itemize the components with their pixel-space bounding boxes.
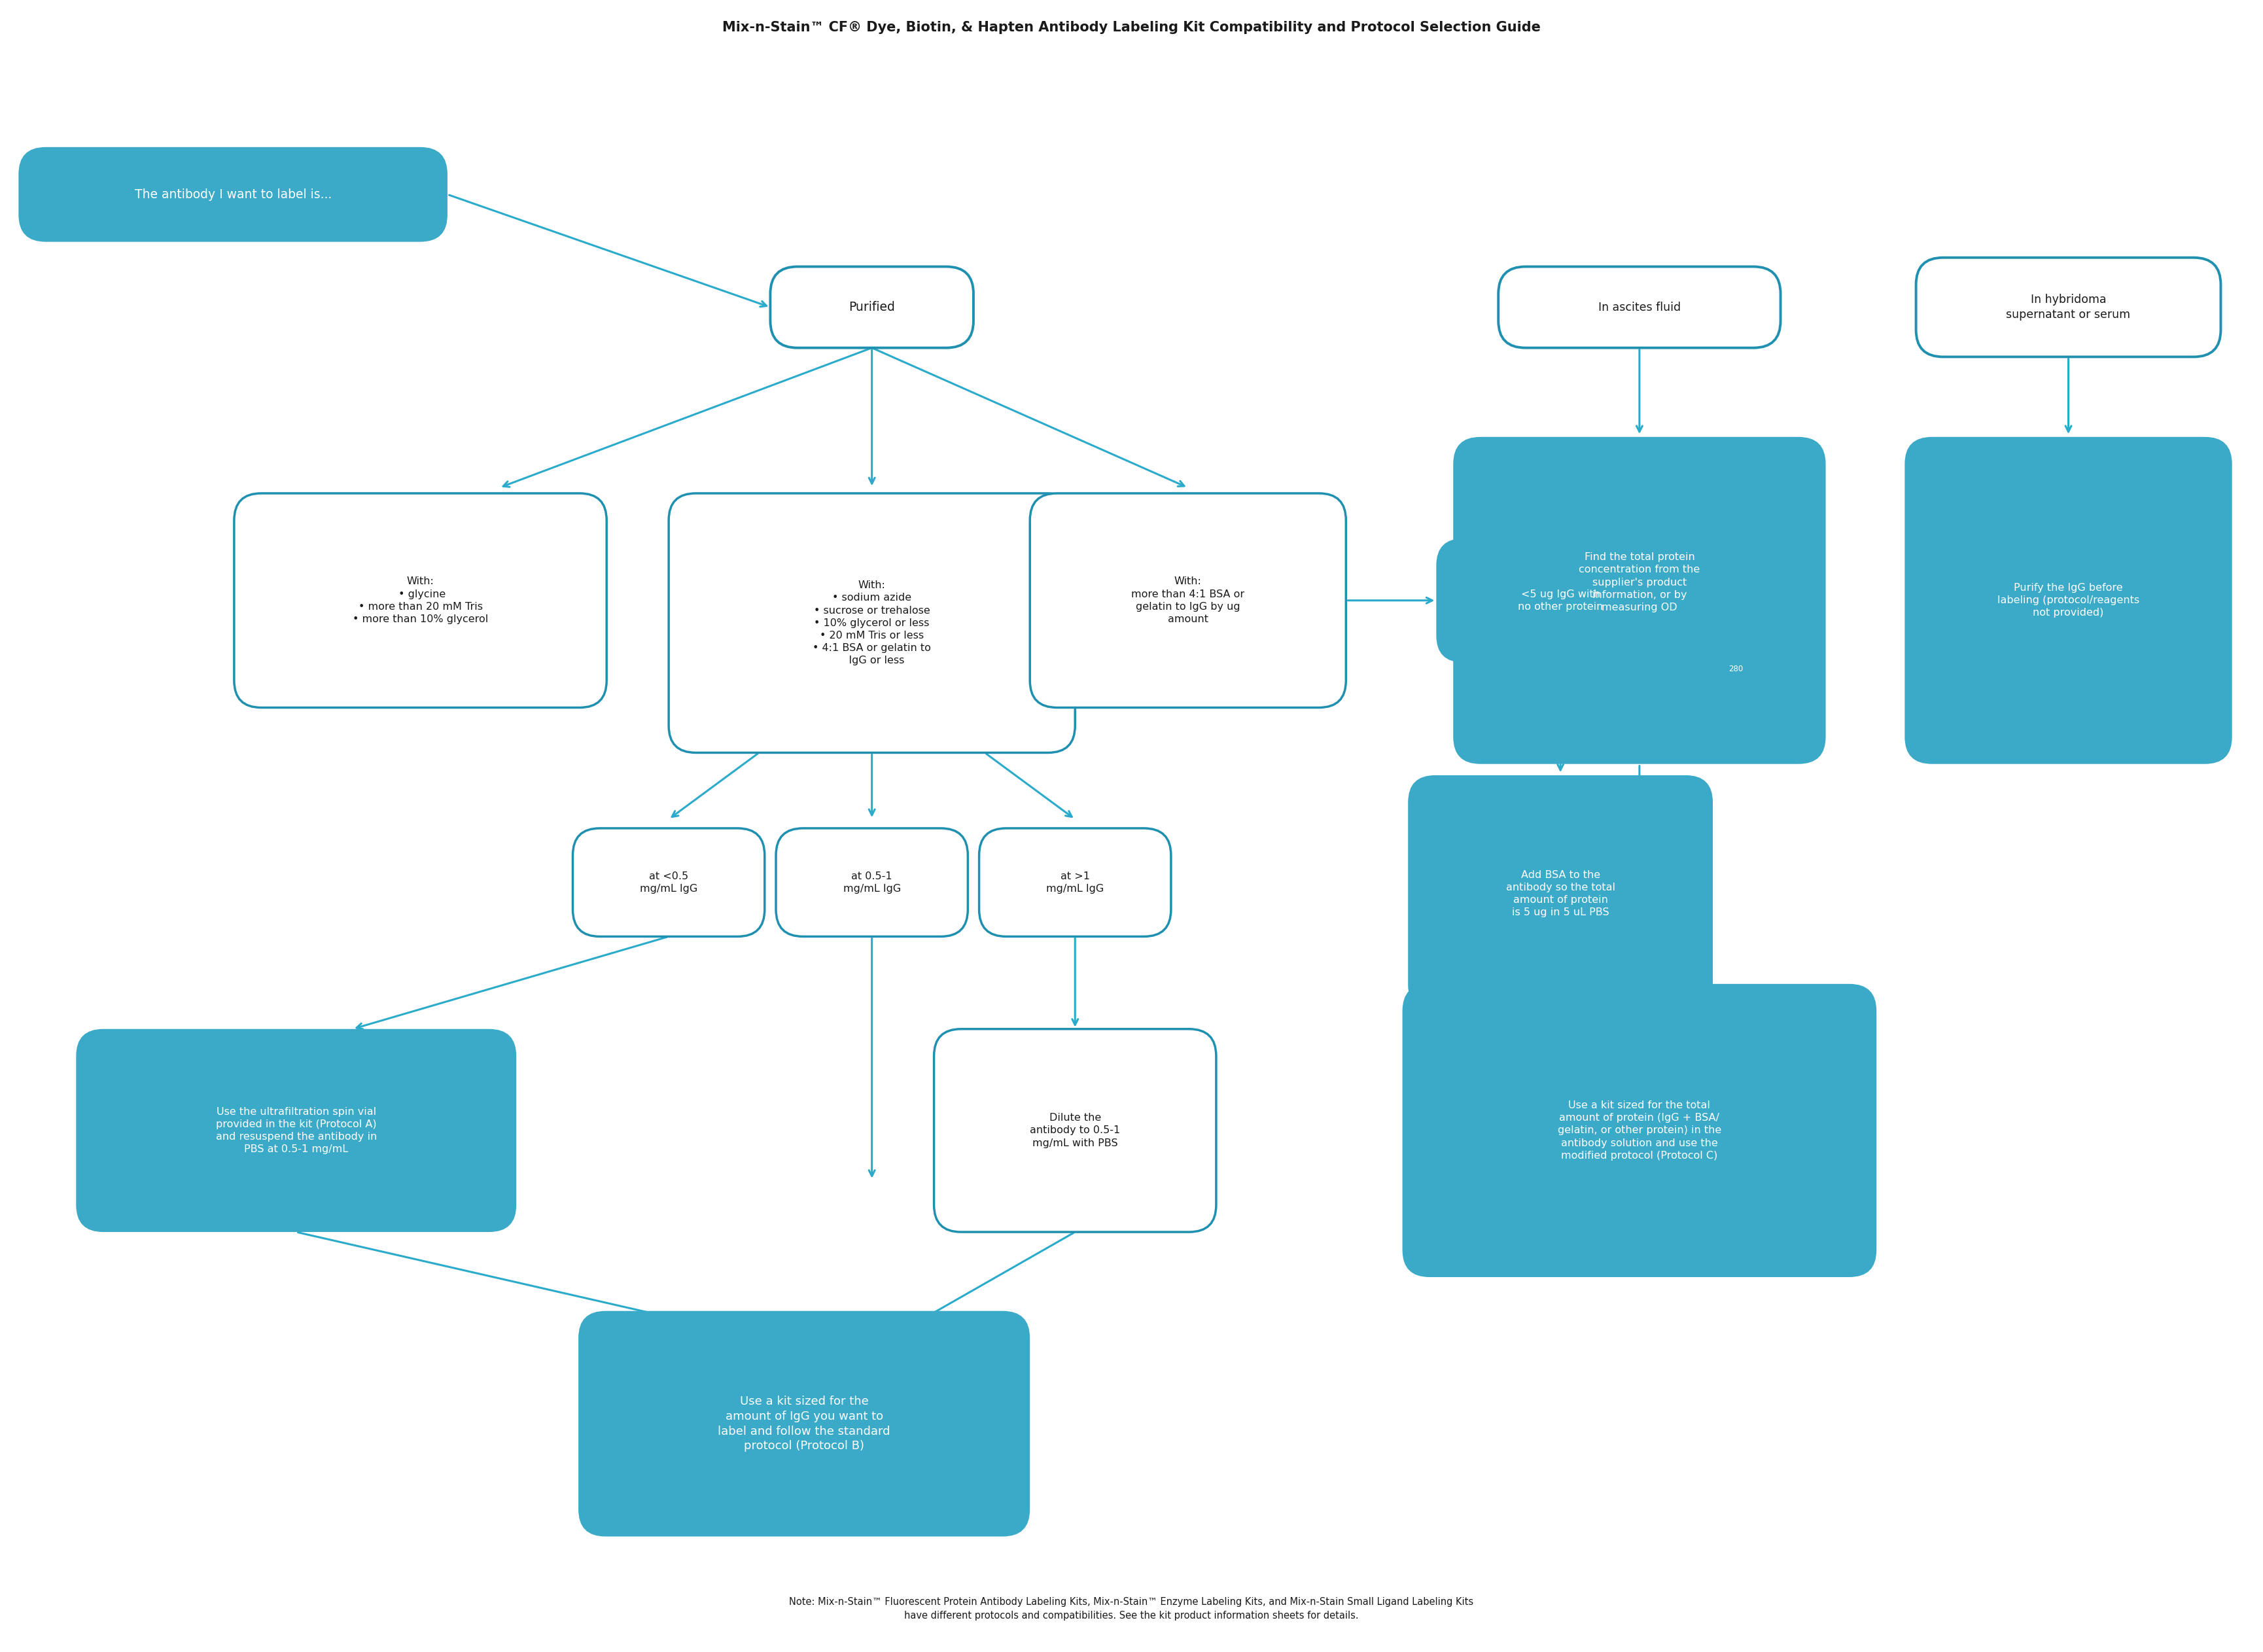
Text: Note: Mix-n-Stain™ Fluorescent Protein Antibody Labeling Kits, Mix-n-Stain™ Enzy: Note: Mix-n-Stain™ Fluorescent Protein A… xyxy=(790,1597,1473,1621)
FancyBboxPatch shape xyxy=(769,266,973,349)
Text: Dilute the
antibody to 0.5-1
mg/mL with PBS: Dilute the antibody to 0.5-1 mg/mL with … xyxy=(1030,1113,1120,1148)
Text: With:
• sodium azide
• sucrose or trehalose
• 10% glycerol or less
• 20 mM Tris : With: • sodium azide • sucrose or trehal… xyxy=(812,580,930,666)
Text: Purify the IgG before
labeling (protocol/reagents
not provided): Purify the IgG before labeling (protocol… xyxy=(1998,583,2139,618)
FancyBboxPatch shape xyxy=(18,147,448,241)
Text: In hybridoma
supernatant or serum: In hybridoma supernatant or serum xyxy=(2007,294,2129,320)
Text: Find the total protein
concentration from the
supplier's product
information, or: Find the total protein concentration fro… xyxy=(1580,552,1700,613)
Text: Use a kit sized for the
amount of IgG you want to
label and follow the standard
: Use a kit sized for the amount of IgG yo… xyxy=(717,1396,889,1452)
FancyBboxPatch shape xyxy=(980,828,1170,937)
FancyBboxPatch shape xyxy=(1408,775,1713,1013)
Text: 280: 280 xyxy=(1729,666,1743,674)
FancyBboxPatch shape xyxy=(1403,985,1876,1277)
Text: Add BSA to the
antibody so the total
amount of protein
is 5 ug in 5 uL PBS: Add BSA to the antibody so the total amo… xyxy=(1505,871,1616,917)
FancyBboxPatch shape xyxy=(1498,266,1781,349)
Text: The antibody I want to label is...: The antibody I want to label is... xyxy=(134,188,333,200)
FancyBboxPatch shape xyxy=(1030,494,1346,707)
Text: Mix-n-Stain™ CF® Dye, Biotin, & Hapten Antibody Labeling Kit Compatibility and P: Mix-n-Stain™ CF® Dye, Biotin, & Hapten A… xyxy=(722,21,1541,33)
Text: Purified: Purified xyxy=(849,301,896,314)
FancyBboxPatch shape xyxy=(573,828,765,937)
FancyBboxPatch shape xyxy=(1917,258,2220,357)
Text: Use a kit sized for the total
amount of protein (IgG + BSA/
gelatin, or other pr: Use a kit sized for the total amount of … xyxy=(1557,1100,1722,1160)
Text: With:
more than 4:1 BSA or
gelatin to IgG by ug
amount: With: more than 4:1 BSA or gelatin to Ig… xyxy=(1132,577,1245,624)
Text: In ascites fluid: In ascites fluid xyxy=(1598,301,1681,314)
FancyBboxPatch shape xyxy=(579,1312,1030,1536)
FancyBboxPatch shape xyxy=(77,1029,516,1232)
Text: at 0.5-1
mg/mL IgG: at 0.5-1 mg/mL IgG xyxy=(844,871,901,894)
FancyBboxPatch shape xyxy=(1437,539,1684,662)
FancyBboxPatch shape xyxy=(935,1029,1215,1232)
Text: at <0.5
mg/mL IgG: at <0.5 mg/mL IgG xyxy=(640,871,697,894)
FancyBboxPatch shape xyxy=(776,828,969,937)
FancyBboxPatch shape xyxy=(1905,436,2231,763)
Text: With:
 • glycine
• more than 20 mM Tris
• more than 10% glycerol: With: • glycine • more than 20 mM Tris •… xyxy=(353,577,489,624)
FancyBboxPatch shape xyxy=(233,494,606,707)
FancyBboxPatch shape xyxy=(1453,436,1826,763)
Text: at >1
mg/mL IgG: at >1 mg/mL IgG xyxy=(1046,871,1104,894)
Text: Use the ultrafiltration spin vial
provided in the kit (Protocol A)
and resuspend: Use the ultrafiltration spin vial provid… xyxy=(215,1107,376,1155)
Text: <5 ug IgG with
no other protein: <5 ug IgG with no other protein xyxy=(1518,590,1602,611)
FancyBboxPatch shape xyxy=(668,494,1075,753)
